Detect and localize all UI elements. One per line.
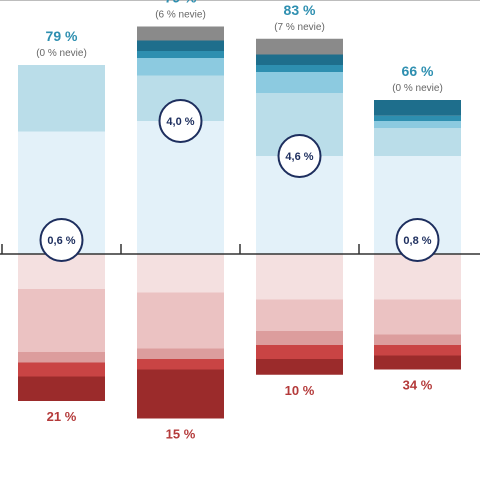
bar-4-negative-label: 34 % xyxy=(403,378,433,393)
bar-3-positive-segment-6 xyxy=(256,38,343,55)
bar-2-positive-segment-4 xyxy=(137,51,224,58)
bar-4-negative-segment-4 xyxy=(374,345,461,356)
bar-2-negative-segment-3 xyxy=(137,348,224,359)
bar-4-positive-segment-2 xyxy=(374,128,461,156)
bar-1-badge xyxy=(39,218,84,262)
bar-1-negative-segment-5 xyxy=(18,376,105,401)
bar-3-negative-segment-4 xyxy=(256,345,343,359)
bar-1-positive-segment-2 xyxy=(18,65,105,132)
bar-4-note-label: (0 % nevie) xyxy=(392,83,443,94)
bar-3-negative-segment-5 xyxy=(256,359,343,375)
bar-4-positive-label: 66 % xyxy=(402,63,434,79)
bar-2-positive-segment-5 xyxy=(137,40,224,51)
bar-3-positive-label: 83 % xyxy=(284,2,316,18)
bar-2-note-label: (6 % nevie) xyxy=(155,10,206,21)
bar-2-negative-label: 15 % xyxy=(166,427,196,442)
bar-2-negative-segment-5 xyxy=(137,369,224,419)
bar-4-negative-segment-2 xyxy=(374,299,461,335)
bar-1-positive-label: 79 % xyxy=(46,28,78,44)
bar-4-badge-label: 0,8 % xyxy=(403,235,431,247)
bar-3-positive-segment-4 xyxy=(256,65,343,72)
bar-3-positive-segment-3 xyxy=(256,72,343,93)
bar-3-negative-label: 10 % xyxy=(285,383,315,398)
bar-4-positive-segment-5 xyxy=(374,100,461,116)
bar-2-positive-label: 79 % xyxy=(165,0,197,6)
bar-2-badge-label: 4,0 % xyxy=(166,116,194,128)
bar-3-negative-segment-3 xyxy=(256,331,343,345)
bar-4-negative-segment-3 xyxy=(374,334,461,345)
bar-2-positive-segment-6 xyxy=(137,26,224,41)
bar-4-badge xyxy=(395,218,440,262)
bar-3-negative-segment-1 xyxy=(256,254,343,300)
bar-1-negative-segment-3 xyxy=(18,352,105,363)
bar-2-negative-segment-1 xyxy=(137,254,224,293)
bar-3-note-label: (7 % nevie) xyxy=(274,22,325,33)
bar-1-negative-segment-4 xyxy=(18,362,105,377)
bar-2-badge xyxy=(158,99,203,143)
bar-1-negative-segment-2 xyxy=(18,289,105,352)
bar-4-positive-segment-3 xyxy=(374,121,461,128)
bar-3-positive-segment-5 xyxy=(256,54,343,65)
bar-4-negative-segment-5 xyxy=(374,355,461,370)
bar-3-negative-segment-2 xyxy=(256,299,343,331)
bar-4-positive-segment-4 xyxy=(374,115,461,121)
bar-1-badge-label: 0,6 % xyxy=(47,235,75,247)
bar-1-note-label: (0 % nevie) xyxy=(36,48,87,59)
bar-3-badge xyxy=(277,134,322,178)
bar-3-badge-label: 4,6 % xyxy=(285,151,313,163)
bar-1-negative-label: 21 % xyxy=(47,409,77,424)
bar-2-negative-segment-2 xyxy=(137,292,224,349)
bar-2-positive-segment-3 xyxy=(137,58,224,76)
bar-2-negative-segment-4 xyxy=(137,359,224,370)
bar-2-positive-segment-1 xyxy=(137,121,224,254)
